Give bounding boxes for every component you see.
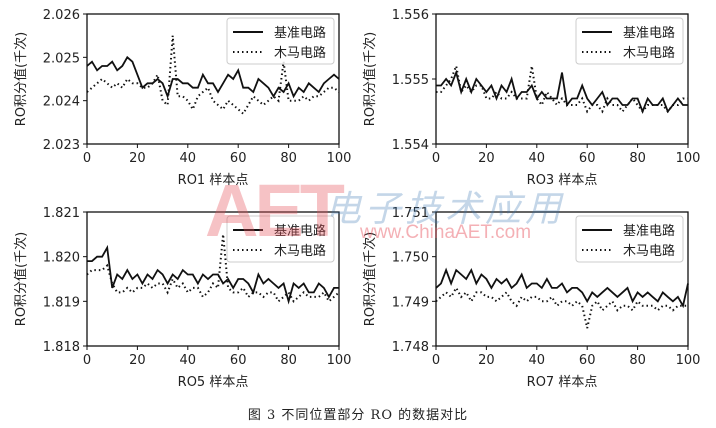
- x-tick-label: 40: [180, 353, 197, 368]
- y-tick-label: 1.820: [43, 251, 80, 266]
- legend-box: [575, 215, 684, 263]
- series-line-baseline: [435, 267, 689, 309]
- subplot-4: 0 20 40 60 80 100 1.748 1.749 1.750 1.751 RO7 样本点 R…: [362, 206, 700, 390]
- watermark-logo: AET: [205, 169, 345, 252]
- x-tick-label: 80: [629, 353, 646, 368]
- y-tick-label: 1.750: [392, 251, 429, 266]
- series-line-baseline: [436, 69, 688, 114]
- y-axis-label: RO积分值(千次): [362, 232, 378, 326]
- y-tick-label: 1.749: [392, 295, 429, 310]
- x-tick-label: 20: [129, 353, 146, 368]
- x-tick-label: 40: [529, 151, 546, 166]
- legend-label: 木马电路: [623, 243, 675, 259]
- series-line-trojan: [86, 35, 340, 116]
- series-line-baseline: [86, 55, 340, 100]
- x-axis-label: RO1 样本点: [178, 173, 249, 188]
- legend-label: 木马电路: [623, 45, 675, 61]
- x-tick-label: 0: [83, 151, 91, 166]
- y-tick-label: 1.555: [392, 73, 429, 88]
- axes-frame: [86, 211, 340, 347]
- figure-caption: 图 3 不同位置部分 RO 的数据对比: [247, 408, 469, 423]
- x-axis-label: RO5 样本点: [178, 375, 249, 390]
- x-tick-label: 0: [432, 151, 440, 166]
- watermark-url: www.ChinaAET.com: [360, 222, 532, 243]
- axes-frame: [435, 211, 689, 347]
- x-tick-label: 100: [327, 353, 352, 368]
- x-tick-label: 60: [230, 353, 247, 368]
- x-tick-label: 80: [280, 353, 297, 368]
- y-axis-label: RO积分值(千次): [13, 232, 29, 326]
- watermark-chinese: 电子技术应用: [325, 189, 566, 230]
- legend-label: 基准电路: [274, 223, 326, 239]
- y-tick-label: 2.024: [43, 95, 80, 110]
- x-tick-label: 0: [83, 353, 91, 368]
- y-tick-label: 1.821: [43, 206, 80, 221]
- legend-label: 基准电路: [623, 223, 675, 239]
- x-tick-label: 60: [579, 151, 596, 166]
- x-tick-label: 20: [478, 151, 495, 166]
- x-tick-label: 60: [579, 353, 596, 368]
- x-tick-label: 20: [478, 353, 495, 368]
- series-line-baseline: [87, 244, 339, 305]
- legend-box: [226, 17, 335, 65]
- legend-label: 木马电路: [274, 45, 326, 61]
- y-tick-label: 1.819: [43, 295, 80, 310]
- subplot-3: 0 20 40 60 80 100 1.818 1.819 1.820 1.821 RO5 样本点 R…: [13, 206, 351, 390]
- legend-label: 木马电路: [274, 243, 326, 259]
- legend-label: 基准电路: [274, 25, 326, 41]
- subplot-1: 0 20 40 60 80 100 2.023 2.024 2.025 2.026 RO1 样本点 R…: [13, 8, 351, 188]
- y-tick-label: 1.751: [392, 206, 429, 221]
- y-tick-label: 1.554: [392, 138, 429, 153]
- x-tick-label: 80: [280, 151, 297, 166]
- x-tick-label: 100: [676, 353, 701, 368]
- y-axis-label: RO积分值(千次): [13, 32, 29, 126]
- x-tick-label: 60: [230, 151, 247, 166]
- y-tick-label: 1.748: [392, 340, 429, 355]
- y-tick-label: 2.023: [43, 138, 80, 153]
- x-tick-label: 100: [327, 151, 352, 166]
- x-axis-label: RO3 样本点: [527, 173, 598, 188]
- y-axis-label: RO积分值(千次): [362, 32, 378, 126]
- y-tick-label: 1.818: [43, 340, 80, 355]
- y-tick-label: 2.026: [43, 8, 80, 23]
- y-tick-label: 2.025: [43, 51, 80, 66]
- legend-label: 基准电路: [623, 25, 675, 41]
- x-tick-label: 100: [676, 151, 701, 166]
- legend-box: [226, 215, 335, 263]
- x-tick-label: 0: [432, 353, 440, 368]
- x-tick-label: 40: [180, 151, 197, 166]
- chart-grid: 0 20 40 60 80 100 2.023 2.024 2.025 2.026 RO1 样本点 R…: [13, 8, 700, 390]
- x-tick-label: 80: [629, 151, 646, 166]
- x-axis-label: RO7 样本点: [527, 375, 598, 390]
- x-tick-label: 20: [129, 151, 146, 166]
- x-tick-label: 40: [529, 353, 546, 368]
- legend-box: [575, 17, 684, 65]
- subplot-2: 0 20 40 60 80 100 1.554 1.555 1.556 RO3 样本点 RO积分值(…: [362, 8, 700, 188]
- series-line-trojan: [436, 62, 688, 114]
- series-line-trojan: [86, 234, 340, 303]
- y-tick-label: 1.556: [392, 8, 429, 23]
- axes-frame: [86, 13, 340, 145]
